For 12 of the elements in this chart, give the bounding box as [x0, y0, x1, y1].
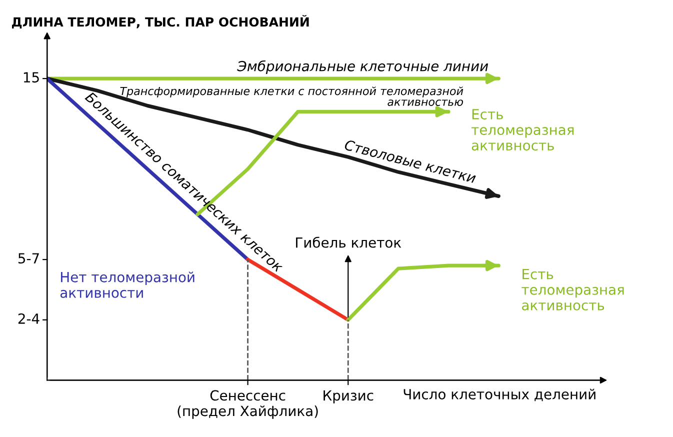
- x-tick-label: Сенессенс (предел Хайфлика): [178, 390, 318, 419]
- y-axis-title: ДЛИНА ТЕЛОМЕР, ТЫС. ПАР ОСНОВАНИЙ: [12, 14, 309, 28]
- series-label: Эмбриональные клеточные линии: [237, 60, 488, 74]
- x-axis-title: Число клеточных делений: [404, 388, 596, 402]
- x-tick-label: Кризис: [324, 390, 374, 404]
- text: 5-7: [18, 253, 39, 264]
- annotation: Гибель клеток: [296, 236, 402, 248]
- annotation: Есть теломеразная активность: [522, 269, 624, 310]
- annotation: Нет теломеразной активности: [60, 272, 194, 298]
- text: 2-4: [18, 313, 40, 324]
- annotation: Есть теломеразная активность: [471, 109, 574, 151]
- text: 15: [24, 72, 39, 83]
